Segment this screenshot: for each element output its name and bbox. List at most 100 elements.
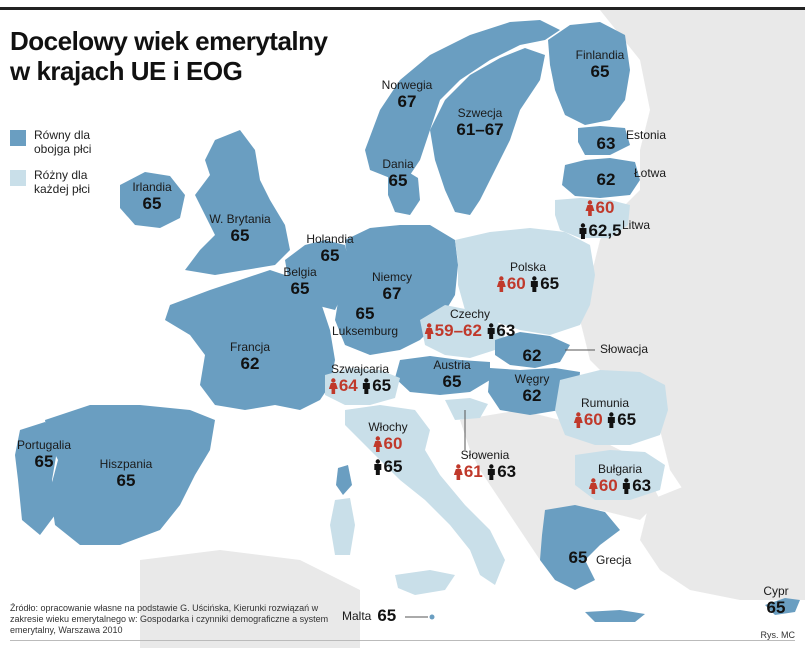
legend-swatch-different <box>10 170 26 186</box>
label-litwa-name: Litwa <box>622 218 651 232</box>
label-lotwa-name: Łotwa <box>634 166 667 180</box>
shape-kreta <box>585 610 645 622</box>
male-age-value: 63 <box>632 476 652 495</box>
retirement-age: 65 <box>766 598 786 617</box>
shape-francja <box>165 270 335 410</box>
shape-szwecja <box>430 48 545 215</box>
country-name: Rumunia <box>580 396 630 410</box>
top-rule <box>0 7 805 10</box>
male-age-value: 63 <box>497 462 517 481</box>
label-norwegia: Norwegia 67 <box>382 78 433 112</box>
country-name: Włochy <box>368 420 408 434</box>
female-age: 60 <box>585 198 615 218</box>
male-age: 63 <box>622 476 651 496</box>
retirement-age: 63 <box>596 134 616 153</box>
man-icon <box>623 478 631 494</box>
credit-note: Rys. MC <box>760 630 796 640</box>
retirement-age: 62 <box>522 346 542 365</box>
turkey-land <box>640 480 805 600</box>
label-luksemburg: 65 Luksemburg <box>332 304 398 338</box>
country-name: Węgry <box>514 372 550 386</box>
label-portugalia: Portugalia 65 <box>17 438 71 472</box>
woman-icon <box>588 478 598 494</box>
female-age-value: 60 <box>595 198 615 217</box>
source-note: Źródło: opracowanie własne na podstawie … <box>10 603 329 635</box>
female-age: 60 <box>496 274 526 294</box>
country-name: Austria <box>433 358 471 372</box>
retirement-age: 65 <box>377 606 397 625</box>
country-name: Cypr <box>763 584 789 598</box>
shape-czechy <box>420 305 505 358</box>
country-name: Francja <box>229 340 271 354</box>
country-name: Belgia <box>283 265 317 279</box>
shape-portugalia <box>15 422 58 535</box>
female-age-value: 60 <box>583 410 603 429</box>
shape-sycylia <box>395 570 455 595</box>
label-cypr: Cypr 65 <box>763 584 788 618</box>
label-finlandia: Finlandia 65 <box>576 48 625 82</box>
label-rumunia: Rumunia 60 65 <box>573 396 636 433</box>
retirement-age: 61–67 <box>456 120 504 139</box>
male-age: 65 <box>374 457 402 477</box>
male-age: 63 <box>487 462 516 482</box>
retirement-age: 65 <box>290 279 310 298</box>
woman-icon <box>573 412 583 428</box>
female-age-value: 64 <box>338 376 358 395</box>
label-dania: Dania 65 <box>382 157 413 191</box>
map-title: Docelowy wiek emerytalny w krajach UE i … <box>10 26 328 86</box>
shape-wbrytania <box>185 130 290 275</box>
retirement-age: 65 <box>320 246 340 265</box>
retirement-age: 62 <box>596 170 616 189</box>
label-grecja-name: Grecja <box>596 553 632 567</box>
retirement-age: 62 <box>240 354 260 373</box>
female-age: 60 <box>573 410 603 430</box>
woman-icon <box>453 464 463 480</box>
legend-equal-label: Równy dla obojga płci <box>34 128 92 156</box>
retirement-age: 62 <box>522 386 542 405</box>
retirement-age: 65 <box>142 194 162 213</box>
shape-lotwa <box>562 158 640 198</box>
country-name: Słowenia <box>460 448 510 462</box>
country-name: Portugalia <box>16 438 72 452</box>
country-name: Szwecja <box>457 106 503 120</box>
woman-icon <box>424 323 434 339</box>
male-age: 65 <box>362 376 391 396</box>
title-line-2: w krajach UE i EOG <box>10 56 243 86</box>
male-age-value: 62,5 <box>588 221 622 240</box>
male-age-value: 63 <box>496 321 516 340</box>
country-name: Niemcy <box>371 270 413 284</box>
country-name: Malta <box>342 609 372 623</box>
man-icon <box>579 223 587 239</box>
male-age: 65 <box>530 274 559 294</box>
male-age-value: 65 <box>540 274 560 293</box>
legend-different: Różny dla każdej płci <box>10 168 104 196</box>
title-line-1: Docelowy wiek emerytalny <box>10 26 328 56</box>
retirement-age: 65 <box>116 471 136 490</box>
retirement-age: 65 <box>355 304 375 323</box>
woman-icon <box>585 200 595 216</box>
shape-dania <box>388 170 420 215</box>
shape-bulgaria <box>575 450 665 500</box>
label-francja: Francja 62 <box>230 340 270 374</box>
man-icon <box>487 323 495 339</box>
retirement-age: 67 <box>382 284 402 303</box>
man-icon <box>488 464 496 480</box>
country-name: Czechy <box>449 307 490 321</box>
label-malta: Malta 65 <box>342 606 396 626</box>
shape-benelux <box>285 240 350 310</box>
retirement-age: 65 <box>590 62 610 81</box>
country-name: Irlandia <box>132 180 172 194</box>
balkans-land <box>460 410 660 560</box>
woman-icon <box>328 378 338 394</box>
retirement-age: 65 <box>568 548 588 567</box>
label-austria: Austria 65 <box>433 358 470 392</box>
label-irlandia: Irlandia 65 <box>132 180 171 214</box>
male-age: 65 <box>607 410 636 430</box>
shape-szwajcaria <box>325 368 400 405</box>
label-czechy: Czechy 59–62 63 <box>424 307 516 344</box>
legend-different-label: Różny dla każdej płci <box>34 168 91 196</box>
female-age: 60 <box>373 434 402 454</box>
label-niemcy: Niemcy 67 <box>372 270 412 304</box>
country-name: Finlandia <box>575 48 625 62</box>
